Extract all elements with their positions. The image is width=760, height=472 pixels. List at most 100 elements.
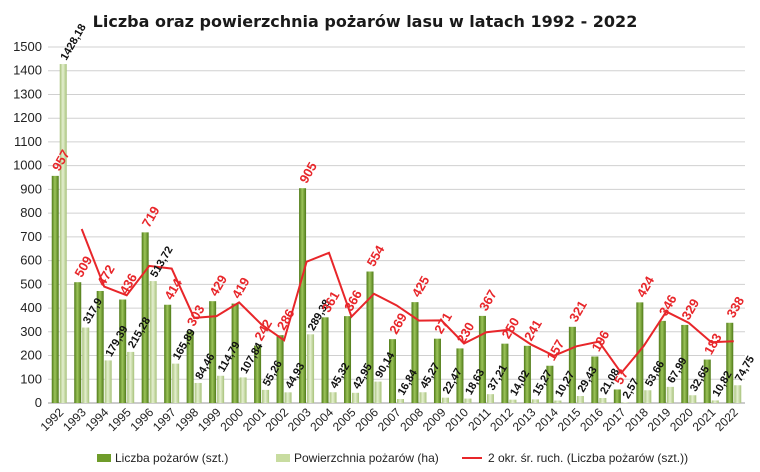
label-count-2003: 905 [296,159,320,185]
label-count-2011: 367 [476,287,500,313]
x-tick-label: 2022 [712,405,741,434]
label-area-1992: 1428,18 [58,22,88,62]
legend-swatch-area [276,454,290,462]
x-tick-label: 1995 [105,405,134,434]
x-tick-label: 1997 [150,405,179,434]
bar-area-1998 [194,382,202,403]
bar-area-2017 [621,402,629,403]
bar-count-1996 [141,232,149,403]
bar-count-2014 [546,365,554,403]
x-tick-label: 2015 [555,405,584,434]
bar-count-2011 [478,315,486,403]
x-tick-label: 2001 [240,405,269,434]
bar-area-2022 [734,385,742,403]
bar-count-1992 [51,175,59,403]
bar-count-2003 [299,188,307,403]
x-axis-ticks: 1992199319941995199619971998199920002001… [38,405,742,434]
bar-count-2008 [411,302,419,403]
x-tick-label: 1999 [195,405,224,434]
label-count-1993: 509 [71,253,95,279]
y-tick-label: 1400 [13,63,42,78]
x-tick-label: 2009 [420,405,449,434]
label-count-2006: 554 [364,242,388,269]
legend: Liczba pożarów (szt.) Powierzchnia pożar… [97,451,688,465]
bar-count-2015 [568,326,576,403]
bar-count-1999 [209,301,217,403]
bar-area-2008 [419,392,427,403]
x-tick-label: 2010 [442,405,471,434]
bar-area-2015 [576,396,584,403]
bars [51,64,742,403]
y-tick-label: 800 [20,205,42,220]
bar-area-2016 [599,397,607,403]
bar-count-1997 [164,304,172,403]
x-tick-label: 2011 [465,405,493,433]
bar-count-2006 [366,271,374,403]
bar-count-2010 [456,348,464,403]
x-tick-label: 1996 [128,405,157,434]
y-tick-label: 0 [35,395,42,410]
bar-count-2002 [276,335,284,403]
label-count-2002: 286 [274,306,298,332]
y-tick-label: 400 [20,300,42,315]
bar-area-2013 [531,399,539,403]
bar-count-2009 [433,338,441,403]
label-count-2014: 157 [543,337,567,363]
x-tick-label: 2013 [510,405,539,434]
bar-area-2020 [689,395,697,403]
label-count-1997: 414 [161,275,185,302]
y-tick-label: 600 [20,253,42,268]
bar-area-2011 [486,394,494,403]
bar-count-2021 [703,359,711,403]
bar-area-2019 [666,386,674,403]
bar-area-1993 [82,327,90,403]
bar-area-2009 [441,397,449,403]
bar-area-1992 [59,64,67,403]
label-count-1998: 303 [184,302,208,328]
bar-area-2002 [284,392,292,403]
label-area-1995: 215,28 [126,315,153,350]
bar-area-1999 [217,375,225,403]
moving-average-polyline [80,228,734,375]
label-area-2000: 107,84 [238,340,266,376]
bar-count-2013 [523,345,531,403]
y-tick-label: 1000 [13,158,42,173]
y-tick-label: 1500 [13,39,42,54]
x-tick-label: 2016 [577,405,606,434]
bar-area-2003 [307,334,315,403]
bar-area-1994 [104,360,112,403]
x-tick-label: 2017 [600,405,629,434]
bar-area-2005 [352,392,360,403]
bar-count-1994 [96,290,104,403]
label-count-2019: 346 [656,292,680,318]
gridlines [48,46,745,404]
y-tick-label: 300 [20,324,42,339]
label-count-2015: 321 [566,298,590,324]
x-tick-label: 2018 [622,405,651,434]
bar-area-2000 [239,377,247,403]
label-count-2000: 419 [229,275,253,301]
bar-count-1995 [119,299,127,403]
label-area-2022: 74,75 [733,354,757,384]
bar-area-2018 [644,390,652,403]
bar-area-2012 [509,399,517,403]
y-tick-label: 1200 [13,110,42,125]
x-tick-label: 1993 [60,405,89,434]
x-tick-label: 2007 [375,405,404,434]
x-tick-label: 2002 [262,405,291,434]
x-tick-label: 2012 [487,405,516,434]
bar-count-2005 [344,316,352,403]
label-area-1996: 513,72 [148,244,175,279]
label-count-2007: 269 [386,310,410,336]
x-tick-label: 2008 [397,405,426,434]
bar-area-1995 [127,351,135,403]
bar-area-2014 [554,400,562,403]
x-tick-label: 2019 [645,405,674,434]
bar-area-1997 [172,363,180,403]
x-tick-label: 2003 [285,405,314,434]
legend-swatch-count [97,454,111,462]
label-count-2005: 366 [341,287,365,313]
label-count-2010: 230 [454,320,478,346]
bar-count-2016 [591,356,599,403]
bar-count-2022 [726,322,734,403]
